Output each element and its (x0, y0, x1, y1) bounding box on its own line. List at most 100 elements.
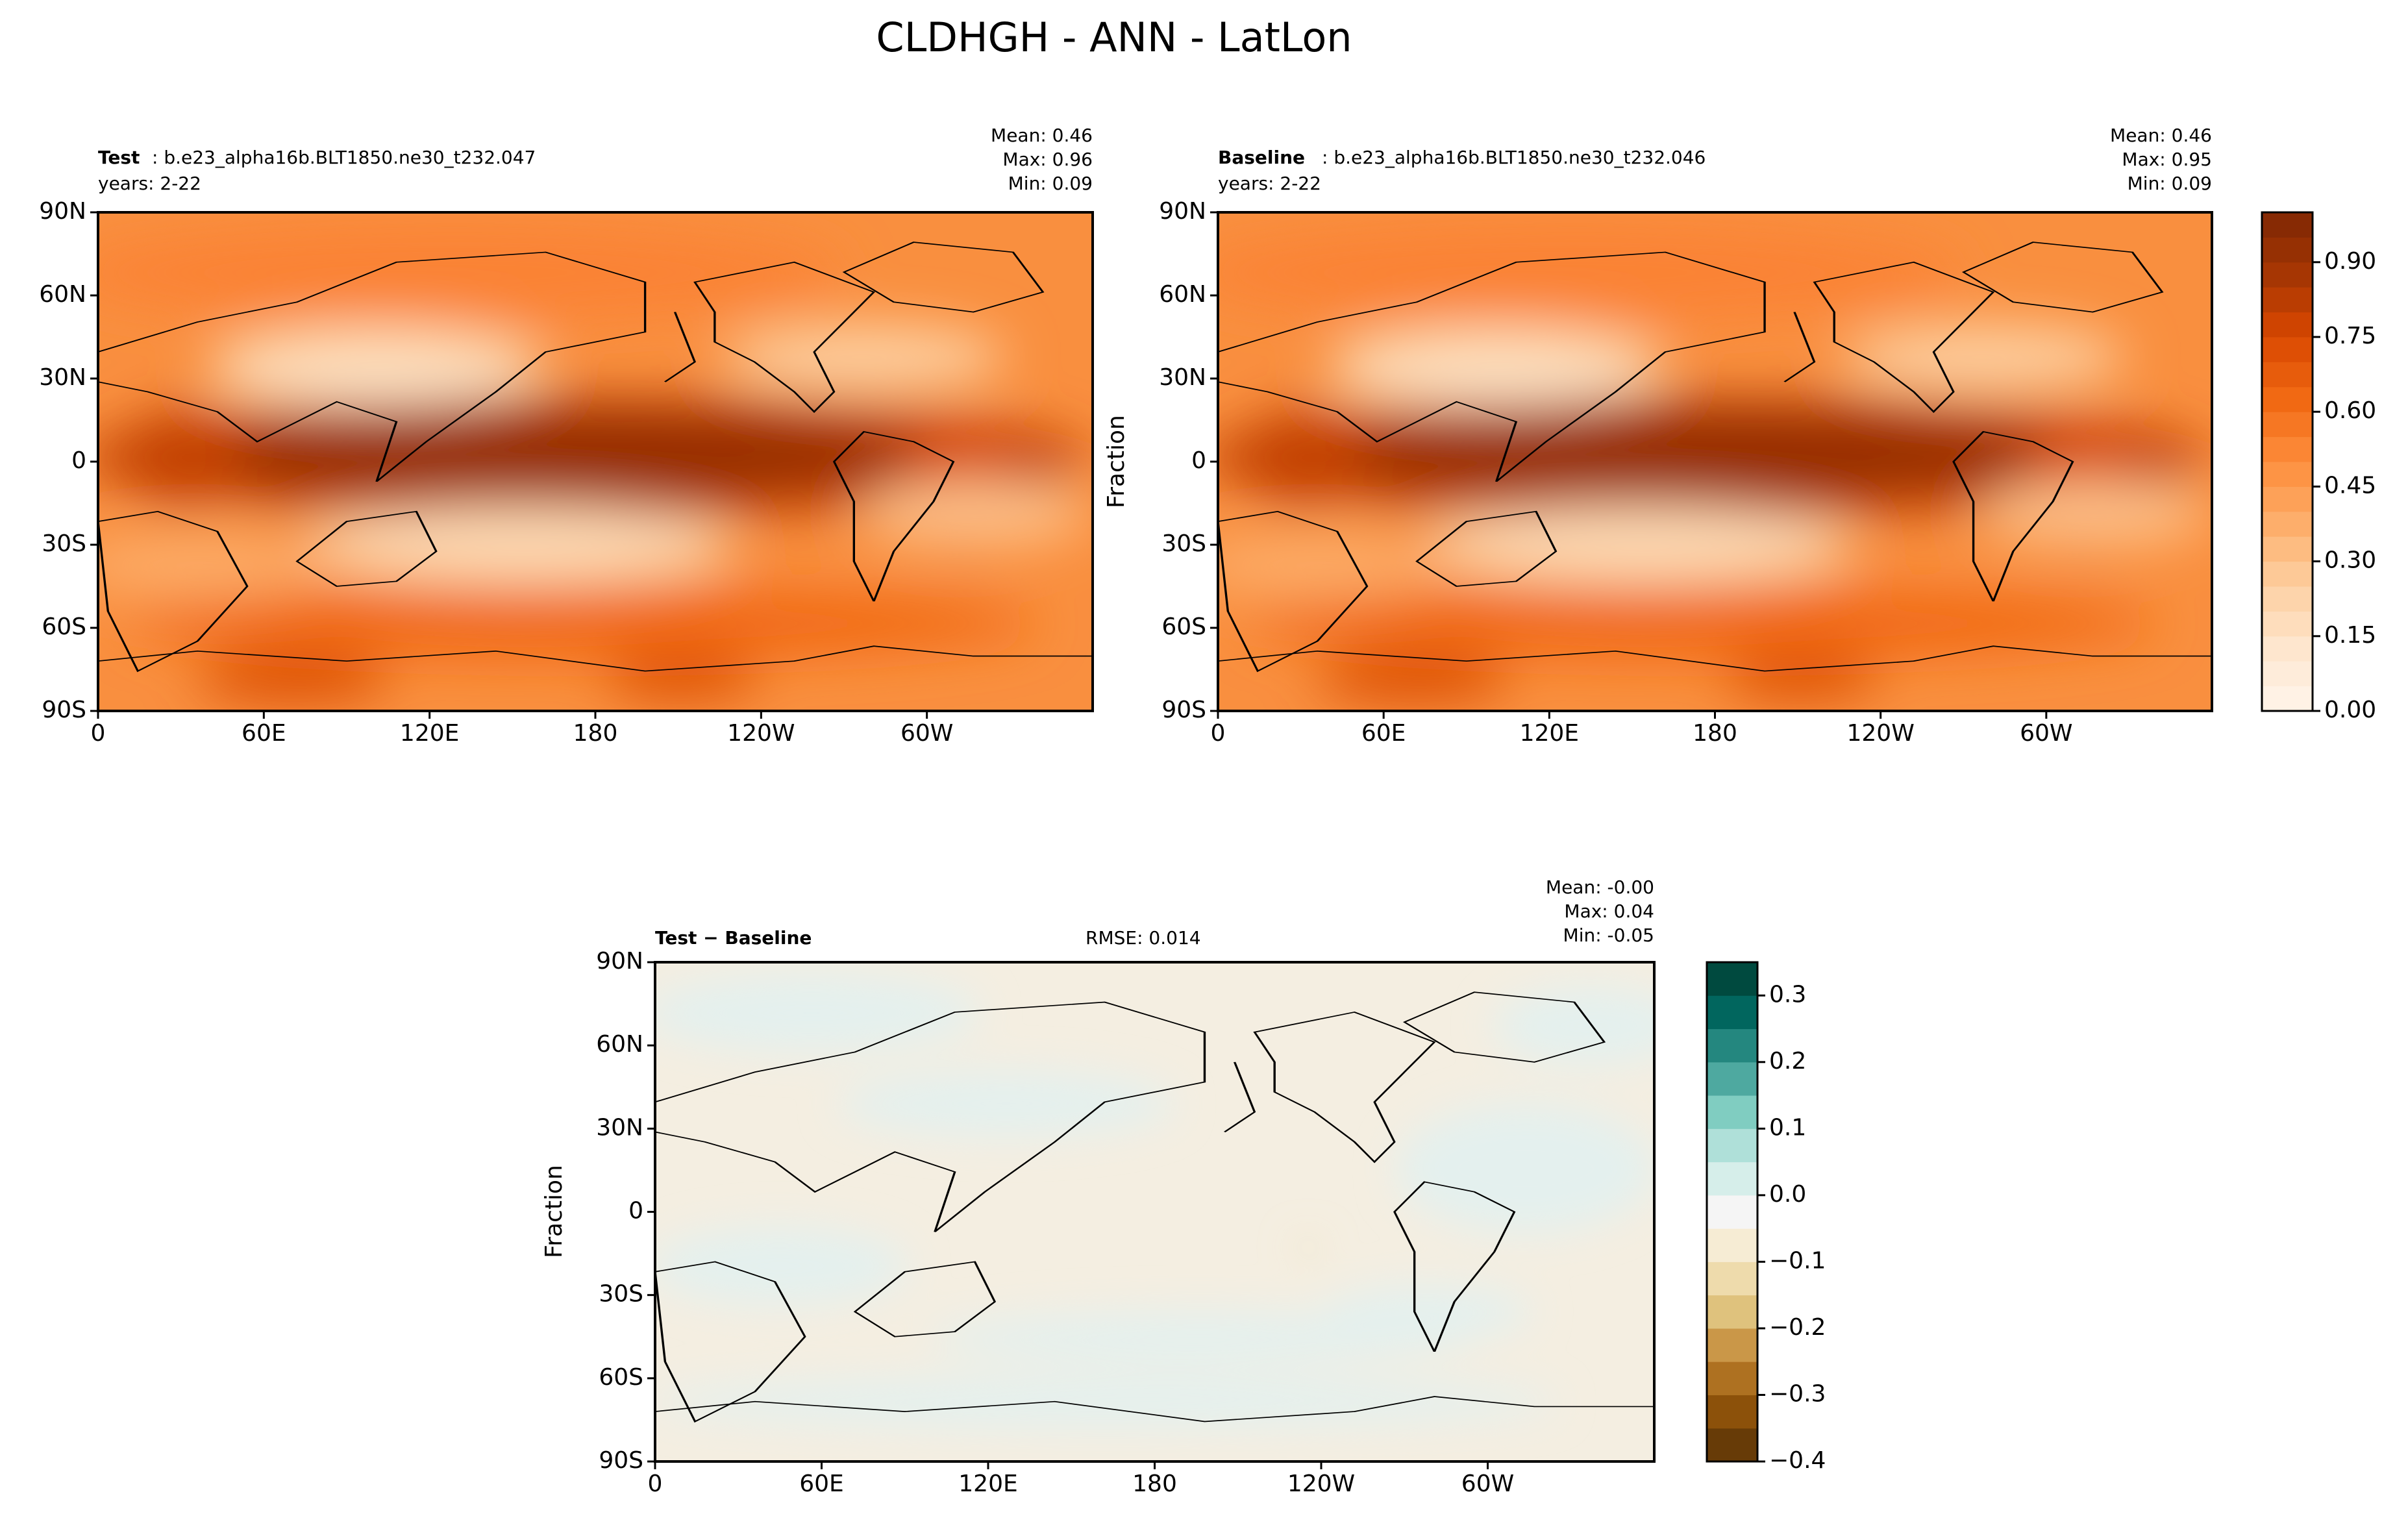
lat-tick-label: 60S (42, 614, 86, 640)
colorbar-tick-label: 0.75 (2324, 323, 2376, 349)
figure-title: CLDHGH - ANN - LatLon (876, 14, 1352, 61)
colorbar-swatch (1707, 995, 1757, 1030)
test-panel: Test : b.e23_alpha16b.BLT1850.ne30_t232.… (39, 125, 1094, 747)
lat-tick-label: 90N (596, 948, 643, 975)
colorbar-swatch (1707, 1328, 1757, 1362)
lat-tick-label: 30S (599, 1281, 643, 1308)
lon-tick-label: 60E (1361, 720, 1406, 747)
lon-tick-label: 60W (2020, 720, 2072, 747)
colorbar-swatch (1707, 1095, 1757, 1129)
lon-tick-label: 120W (1287, 1471, 1355, 1497)
lat-tick-label: 60N (39, 281, 86, 308)
lon-tick-label: 120W (727, 720, 795, 747)
baseline-stat-min: Min: 0.09 (2128, 173, 2212, 194)
lon-tick-label: 180 (1132, 1471, 1177, 1497)
baseline-map-field (1218, 212, 2212, 711)
colorbar-swatch (2262, 462, 2313, 487)
test-label: Test (98, 147, 140, 168)
colorbar-tick-label: 0.15 (2324, 622, 2376, 649)
baseline-label: Baseline (1218, 147, 1305, 168)
colorbar-swatch (2262, 312, 2313, 338)
colorbar-swatch (1707, 1262, 1757, 1296)
lon-tick-label: 120W (1847, 720, 1915, 747)
colorbar-swatch (1707, 1228, 1757, 1262)
baseline-stat-mean: Mean: 0.46 (2110, 125, 2212, 146)
lat-tick-label: 0 (1191, 447, 1206, 474)
colorbar-tick-label: −0.4 (1769, 1447, 1826, 1474)
colorbar-tick-label: 0.3 (1769, 981, 1806, 1008)
test-stat-min: Min: 0.09 (1008, 173, 1093, 194)
colorbar-swatch (1707, 1162, 1757, 1196)
lat-tick-label: 60S (1161, 614, 1206, 640)
lat-tick-label: 30N (1159, 364, 1206, 391)
lon-tick-label: 120E (958, 1471, 1017, 1497)
lon-tick-label: 0 (648, 1471, 663, 1497)
lat-tick-label: 90S (1161, 697, 1206, 723)
colorbar-swatch (1707, 1295, 1757, 1329)
main-colorbar: 0.00 0.15 0.30 0.45 0.60 0.75 0.90 (2261, 211, 2376, 723)
diff-lat-ticks: 90N 60N 30N 0 30S 60S 90S (596, 948, 655, 1474)
baseline-label-rest: : b.e23_alpha16b.BLT1850.ne30_t232.046 (1322, 147, 1706, 168)
lon-tick-label: 120E (400, 720, 459, 747)
colorbar-tick-label: −0.3 (1769, 1380, 1826, 1407)
colorbar-swatch (1707, 1128, 1757, 1163)
lon-tick-label: 60W (900, 720, 953, 747)
colorbar-tick-label: 0.30 (2324, 547, 2376, 574)
lon-tick-label: 120E (1520, 720, 1579, 747)
baseline-lat-ticks: 90N 60N 30N 0 30S 60S 90S (1159, 198, 1218, 723)
lat-tick-label: 0 (71, 447, 86, 474)
lon-tick-label: 60E (799, 1471, 844, 1497)
colorbar-tick-label: 0.60 (2324, 397, 2376, 424)
colorbar-swatch (2262, 337, 2313, 362)
colorbar-swatch (2262, 386, 2313, 412)
lat-tick-label: 60S (599, 1364, 643, 1391)
colorbar-frame (1706, 961, 1759, 1463)
lat-tick-label: 30S (1161, 530, 1206, 557)
colorbar-tick-label: 0.2 (1769, 1048, 1806, 1075)
colorbar-swatch (1707, 1428, 1757, 1462)
colorbar-tick-label: −0.2 (1769, 1314, 1826, 1341)
colorbar-swatch (2262, 436, 2313, 462)
colorbar-swatch (1707, 1395, 1757, 1429)
test-label-rest: : b.e23_alpha16b.BLT1850.ne30_t232.047 (152, 147, 536, 168)
test-stat-max: Max: 0.96 (1002, 149, 1093, 170)
lat-tick-label: 30N (596, 1114, 643, 1141)
diff-panel: Test − Baseline RMSE: 0.014 Mean: -0.00 … (541, 876, 1656, 1497)
colorbar-swatch (2262, 287, 2313, 313)
diff-colorbar: −0.4 −0.3 −0.2 −0.1 0.0 0.1 0.2 0.3 (1706, 961, 1826, 1474)
test-years: years: 2-22 (98, 173, 201, 194)
baseline-years: years: 2-22 (1218, 173, 1321, 194)
colorbar-swatch (2262, 636, 2313, 662)
diff-lon-ticks: 0 60E 120E 180 120W 60W (648, 1461, 1514, 1497)
colorbar-swatch (2262, 686, 2313, 712)
diff-stat-min: Min: -0.05 (1563, 925, 1654, 946)
colorbar-tick-label: 0.0 (1769, 1181, 1806, 1208)
colorbar-swatch (1707, 962, 1757, 996)
test-lon-ticks: 0 60E 120E 180 120W 60W (91, 711, 953, 747)
colorbar-swatch (2262, 586, 2313, 612)
colorbar-swatch (2262, 262, 2313, 288)
colorbar-swatch (2262, 237, 2313, 263)
lat-tick-label: 30N (39, 364, 86, 391)
diff-stat-max: Max: 0.04 (1564, 901, 1654, 922)
baseline-panel: Baseline : b.e23_alpha16b.BLT1850.ne30_t… (1103, 125, 2213, 747)
colorbar-swatch (2262, 661, 2313, 687)
colorbar-swatch (2262, 511, 2313, 537)
test-lat-ticks: 90N 60N 30N 0 30S 60S 90S (39, 198, 98, 723)
test-stat-mean: Mean: 0.46 (991, 125, 1093, 146)
diff-rmse: RMSE: 0.014 (1086, 927, 1201, 949)
lon-tick-label: 60W (1461, 1471, 1514, 1497)
colorbar-tick-label: 0.90 (2324, 248, 2376, 275)
lat-tick-label: 0 (628, 1198, 643, 1224)
test-map-field (98, 212, 1093, 711)
colorbar-swatch (1707, 1195, 1757, 1229)
lat-tick-label: 90S (599, 1447, 643, 1474)
lat-tick-label: 60N (1159, 281, 1206, 308)
lat-tick-label: 90N (39, 198, 86, 225)
diff-ylabel: Fraction (541, 1165, 567, 1258)
lon-tick-label: 0 (1211, 720, 1226, 747)
colorbar-swatch (2262, 212, 2313, 238)
colorbar-tick-label: 0.1 (1769, 1114, 1806, 1141)
colorbar-swatch (2262, 486, 2313, 512)
